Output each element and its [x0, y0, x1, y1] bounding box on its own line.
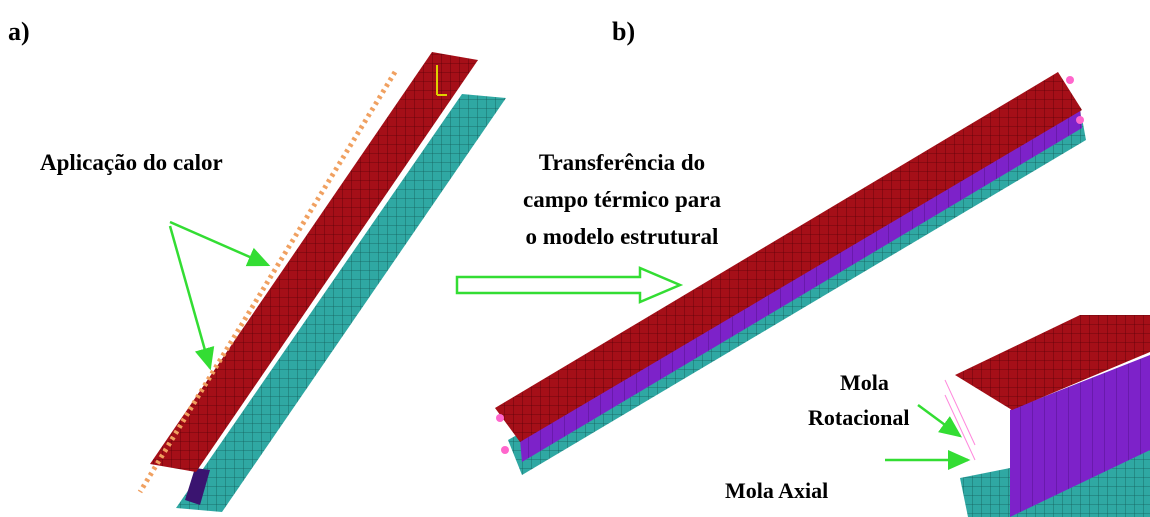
- panel-label: a): [8, 17, 30, 46]
- annotation: campo térmico para: [523, 187, 721, 212]
- transfer-arrow: [457, 268, 680, 302]
- annotation: Mola: [840, 370, 889, 395]
- annotation: Transferência do: [539, 150, 705, 175]
- beam-a: [140, 52, 506, 512]
- inset: [945, 315, 1150, 517]
- annotation: Rotacional: [808, 405, 909, 430]
- beam-b: [495, 72, 1086, 475]
- annotation: o modelo estrutural: [526, 224, 719, 249]
- figure: a) b) Aplicação do calor Transferência d…: [0, 0, 1150, 517]
- annotation: Aplicação do calor: [40, 150, 223, 175]
- panel-label: b): [612, 17, 635, 46]
- annotation: Mola Axial: [725, 478, 828, 503]
